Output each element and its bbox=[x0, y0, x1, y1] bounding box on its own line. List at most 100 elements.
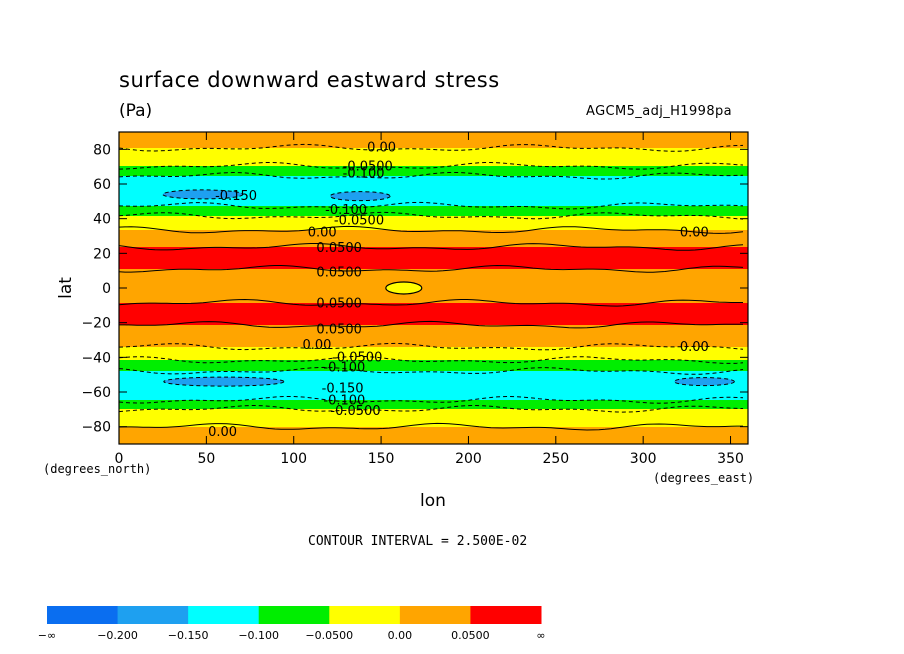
contour-line bbox=[118, 171, 744, 180]
color-band bbox=[119, 360, 748, 372]
x-tick-label: 250 bbox=[542, 451, 569, 467]
x-tick-label: 100 bbox=[280, 451, 307, 467]
contour-label: 0.00 bbox=[208, 425, 237, 440]
y-tick-label: −20 bbox=[81, 316, 111, 332]
contour-line bbox=[118, 355, 744, 364]
colorbar-label: −0.150 bbox=[168, 629, 209, 642]
y-tick-label: 40 bbox=[93, 212, 111, 228]
color-band bbox=[119, 325, 748, 348]
y-tick-label: −40 bbox=[81, 350, 111, 366]
contour-label: 0.0500 bbox=[316, 323, 362, 338]
contour-label: -0.100 bbox=[323, 394, 365, 409]
color-band bbox=[119, 409, 748, 428]
color-band bbox=[119, 148, 748, 167]
color-band bbox=[119, 132, 748, 149]
color-band bbox=[119, 269, 748, 304]
contour-label: -0.0500 bbox=[332, 350, 382, 365]
x-axis-ticks: 0 50 100 150 200 250 300 350 bbox=[115, 132, 744, 467]
run-label: AGCM5_adj_H1998pa bbox=[586, 104, 733, 119]
contour-line bbox=[118, 298, 743, 307]
x-axis-label: lon bbox=[420, 491, 446, 511]
contour-labels: 0.00-0.0500-0.100-0.150-0.100-0.05000.00… bbox=[208, 141, 709, 440]
colorbar-label: −∞ bbox=[38, 629, 56, 642]
contour-line bbox=[118, 404, 744, 413]
units-label: (Pa) bbox=[119, 101, 153, 121]
colorbar-label: 0.00 bbox=[388, 629, 413, 642]
colorbar-label: −0.0500 bbox=[305, 629, 353, 642]
colorbar: −∞ −0.200 −0.150 −0.100 −0.0500 0.00 0.0500 ∞ bbox=[38, 606, 546, 642]
contour-line bbox=[118, 225, 744, 234]
x-tick-label: 50 bbox=[197, 451, 215, 467]
contour-label: 0.0500 bbox=[316, 241, 362, 256]
colorbar-label: −0.200 bbox=[97, 629, 138, 642]
y-axis-label: lat bbox=[55, 277, 76, 299]
contour-line bbox=[119, 320, 744, 329]
x-axis-units: (degrees_east) bbox=[653, 471, 755, 485]
color-band bbox=[119, 400, 748, 410]
colorbar-label: −0.100 bbox=[238, 629, 279, 642]
color-band bbox=[119, 303, 748, 326]
color-band bbox=[119, 206, 748, 217]
blue-patch bbox=[163, 376, 285, 387]
x-tick-label: 0 bbox=[115, 451, 124, 467]
contour-label: 0.00 bbox=[308, 226, 337, 241]
contour-lines bbox=[118, 143, 744, 431]
x-tick-label: 150 bbox=[368, 451, 395, 467]
contour-label: 0.00 bbox=[302, 338, 331, 353]
x-tick-label: 200 bbox=[455, 451, 482, 467]
colorbar-swatch bbox=[188, 606, 260, 624]
colorbar-label: 0.0500 bbox=[451, 629, 490, 642]
contour-line bbox=[118, 264, 744, 273]
contour-line bbox=[118, 422, 743, 431]
colorbar-swatch bbox=[47, 606, 119, 624]
contour-label: 0.00 bbox=[367, 141, 396, 156]
contour-label: 0.00 bbox=[680, 226, 709, 241]
contour-line bbox=[118, 143, 744, 152]
contour-line bbox=[118, 211, 744, 220]
contour-interval: CONTOUR INTERVAL = 2.500E-02 bbox=[308, 534, 528, 549]
x-tick-label: 300 bbox=[630, 451, 657, 467]
blue-patch bbox=[329, 191, 391, 202]
contour-label: 0.0500 bbox=[316, 265, 362, 280]
filled-bands bbox=[119, 132, 748, 444]
color-band bbox=[119, 247, 748, 270]
colorbar-swatch bbox=[399, 606, 471, 624]
colorbar-swatch bbox=[470, 606, 542, 624]
contour-label: -0.150 bbox=[322, 382, 364, 397]
color-band bbox=[119, 230, 748, 248]
y-tick-label: −80 bbox=[81, 420, 111, 436]
contour-line bbox=[118, 366, 744, 375]
color-band bbox=[119, 427, 748, 444]
contour-line bbox=[118, 161, 744, 170]
contour-line bbox=[118, 201, 744, 210]
contour-label: 0.00 bbox=[680, 340, 709, 355]
contour-label: -0.0500 bbox=[343, 160, 393, 175]
colorbar-swatch bbox=[329, 606, 401, 624]
contour-label: -0.100 bbox=[323, 361, 365, 376]
equatorial-minimum bbox=[385, 281, 423, 295]
blue-patch bbox=[673, 377, 735, 387]
y-axis-units: (degrees_north) bbox=[43, 462, 152, 476]
y-tick-label: −60 bbox=[81, 385, 111, 401]
contour-label: -0.100 bbox=[325, 203, 367, 218]
color-band bbox=[119, 347, 748, 361]
contour-line bbox=[118, 243, 744, 251]
x-tick-label: 350 bbox=[717, 451, 744, 467]
y-tick-label: 20 bbox=[93, 246, 111, 262]
y-axis-ticks: 80 60 40 20 0 −20 −40 −60 −80 bbox=[81, 142, 748, 436]
contour-label: -0.0500 bbox=[330, 404, 380, 419]
y-tick-label: 0 bbox=[102, 281, 111, 297]
contour-line bbox=[118, 395, 744, 404]
colorbar-swatch bbox=[258, 606, 330, 624]
y-tick-label: 80 bbox=[93, 142, 111, 158]
color-band bbox=[119, 216, 748, 231]
contour-line bbox=[118, 342, 744, 351]
y-tick-label: 60 bbox=[93, 177, 111, 193]
contour-label: -0.150 bbox=[215, 189, 257, 204]
contour-label: -0.0500 bbox=[334, 213, 384, 228]
color-band bbox=[119, 166, 748, 177]
colorbar-label: ∞ bbox=[536, 629, 545, 642]
contour-label: 0.0500 bbox=[316, 297, 362, 312]
